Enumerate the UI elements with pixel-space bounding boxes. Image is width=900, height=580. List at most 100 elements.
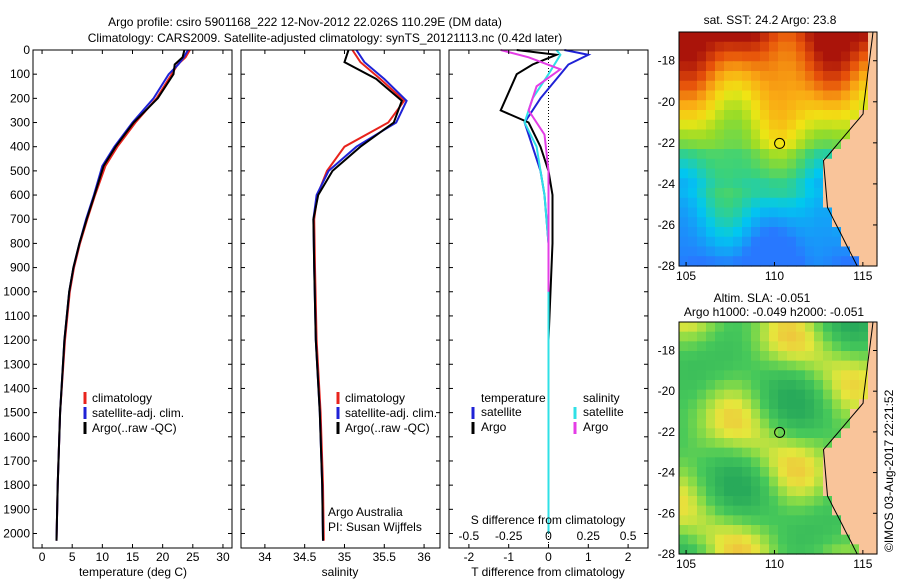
map-cell: [859, 409, 869, 420]
map-cell: [715, 71, 725, 82]
float-location-marker: [774, 426, 786, 438]
map-cell: [859, 158, 869, 170]
map-cell: [823, 32, 833, 43]
map-cell: [742, 389, 752, 400]
map-cell: [742, 227, 752, 238]
map-cell: [751, 71, 761, 82]
map-cell: [751, 119, 761, 131]
map-cell: [805, 370, 815, 381]
map-cell: [697, 149, 707, 160]
map-cell: [796, 534, 806, 545]
map-cell: [742, 90, 752, 101]
map-cell: [742, 217, 752, 228]
map-cell: [868, 525, 878, 536]
map-cell: [706, 322, 716, 333]
map-cell: [751, 197, 761, 209]
map-cell: [697, 476, 707, 487]
map-cell: [697, 139, 707, 150]
diff-legend-s-sat: satellite: [583, 405, 624, 419]
map-cell: [760, 331, 770, 342]
y-tick-label: 200: [10, 91, 30, 105]
map-cell: [742, 476, 752, 487]
map-cell: [868, 41, 878, 53]
map-cell: [850, 168, 860, 179]
map-cell: [832, 322, 842, 333]
temp-legend-argo: Argo(..raw -QC): [92, 421, 177, 435]
map-cell: [832, 197, 842, 209]
map-cell: [733, 341, 743, 352]
map-cell: [859, 438, 869, 449]
map-cell: [778, 447, 788, 458]
map-cell: [733, 178, 743, 189]
map-cell: [751, 32, 761, 43]
salinity-frame: [240, 49, 441, 549]
map-cell: [760, 505, 770, 516]
map-cell: [841, 256, 851, 267]
map-cell: [724, 447, 734, 458]
map-cell: [697, 61, 707, 72]
map-cell: [742, 496, 752, 507]
map-cell: [841, 341, 851, 352]
map-cell: [724, 139, 734, 150]
y-tick-label: 700: [10, 212, 30, 226]
map-cell: [742, 207, 752, 218]
map-cell: [715, 41, 725, 53]
map-cell: [760, 341, 770, 352]
map-cell: [679, 351, 689, 362]
map-cell: [859, 467, 869, 478]
map-cell: [697, 438, 707, 449]
map-cell: [823, 457, 833, 468]
map-cell: [859, 41, 869, 53]
x-tick-label: 30: [216, 550, 230, 564]
map-cell: [850, 351, 860, 362]
salinity-credit-1: Argo Australia: [328, 505, 403, 519]
map-cell: [868, 71, 878, 82]
map-cell: [760, 389, 770, 400]
map-cell: [778, 409, 788, 420]
map-cell: [841, 534, 851, 545]
map-cell: [769, 119, 779, 131]
map-cell: [805, 525, 815, 536]
map-cell: [688, 32, 698, 43]
x-tick-label: 20: [156, 550, 170, 564]
y-tick-label: 400: [10, 140, 30, 154]
map-cell: [706, 351, 716, 362]
map-cell: [769, 110, 779, 121]
map-cell: [796, 341, 806, 352]
map-cell: [778, 505, 788, 516]
map-cell: [787, 71, 797, 82]
map-cell: [814, 90, 824, 101]
map-cell: [742, 168, 752, 179]
map-cell: [823, 447, 833, 458]
map-cell: [751, 90, 761, 101]
x-tick-label: 25: [186, 550, 200, 564]
map-cell: [715, 428, 725, 439]
map-cell: [841, 119, 851, 131]
map-cell: [796, 496, 806, 507]
map-cell: [760, 246, 770, 257]
map-cell: [805, 197, 815, 209]
map-cell: [832, 149, 842, 160]
map-cell: [823, 61, 833, 72]
map-cell: [778, 119, 788, 131]
map-cell: [769, 236, 779, 248]
map-cell: [742, 380, 752, 391]
map-cell: [769, 476, 779, 487]
map-cell: [868, 496, 878, 507]
map-cell: [742, 32, 752, 43]
map-cell: [715, 197, 725, 209]
y-tick-label: 900: [10, 261, 30, 275]
map-y-tick-label: -18: [658, 343, 676, 357]
map-cell: [796, 351, 806, 362]
map-cell: [868, 467, 878, 478]
map-cell: [760, 256, 770, 267]
map-cell: [823, 331, 833, 342]
map-cell: [733, 447, 743, 458]
map-cell: [805, 139, 815, 150]
difference-legend: temperature salinity satellite Argo sate…: [471, 391, 624, 434]
map-cell: [823, 188, 833, 199]
salinity-legend: climatology satellite-adj. clim. Argo(..…: [336, 391, 437, 435]
x-tick-label: 0: [39, 550, 46, 564]
top-tick-label: -0.5: [459, 529, 480, 543]
